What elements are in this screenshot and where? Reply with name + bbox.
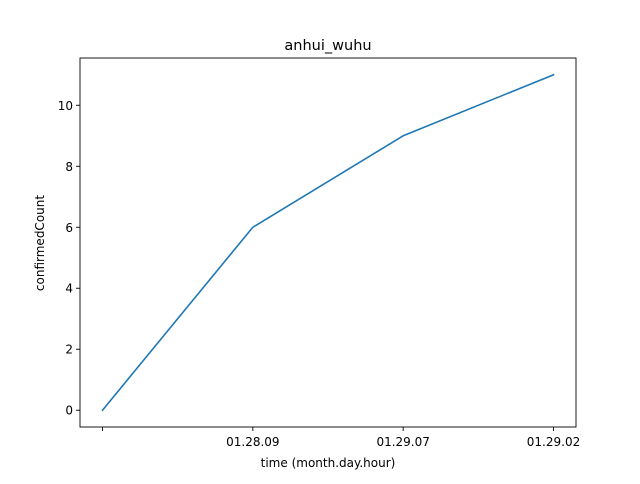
y-tick-label: 10: [58, 99, 73, 113]
x-tick-label: 01.28.09: [226, 435, 279, 449]
y-tick-label: 4: [65, 282, 73, 296]
x-tick-label: 01.29.07: [376, 435, 429, 449]
series-line-0: [101, 73, 555, 412]
y-tick-label: 6: [65, 221, 73, 235]
y-axis-label: confirmedCount: [33, 195, 47, 291]
y-tick-label: 8: [65, 160, 73, 174]
y-tick-label: 0: [65, 404, 73, 418]
chart-title: anhui_wuhu: [284, 38, 371, 54]
x-axis-label: time (month.day.hour): [261, 456, 396, 470]
y-tick-label: 2: [65, 343, 73, 357]
plot-area: 01.28.09 01.29.07 01.29.02 0 2 4 6 8 10: [58, 57, 580, 449]
axes-frame: [79, 57, 577, 428]
x-tick-label: 01.29.02: [527, 435, 580, 449]
